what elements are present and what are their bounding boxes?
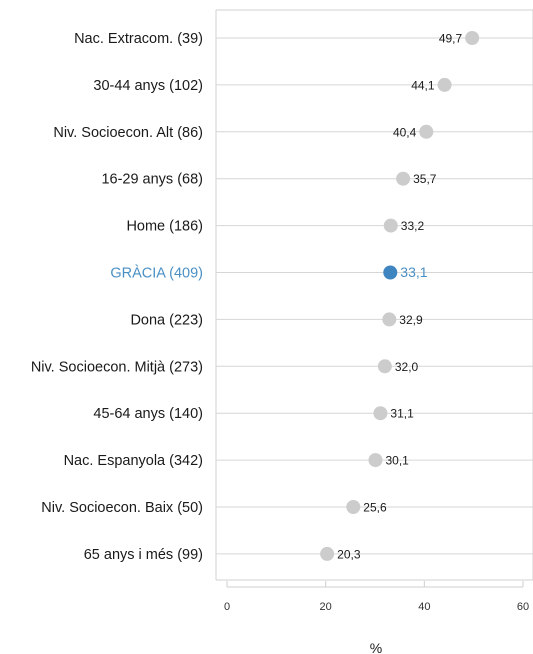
row-10: Nac. Espanyola (342) 30,1 xyxy=(64,453,533,469)
category-label: Nac. Espanyola (342) xyxy=(64,453,203,469)
data-point xyxy=(465,31,480,45)
row-8: Niv. Socioecon. Mitjà (273) 32,0 xyxy=(31,359,533,375)
row-4: 16-29 anys (68) 35,7 xyxy=(101,171,533,188)
data-point xyxy=(396,171,411,186)
data-point xyxy=(346,500,361,514)
row-5: Home (186) 33,2 xyxy=(126,218,533,235)
data-point xyxy=(377,359,392,374)
data-point xyxy=(382,312,397,327)
row-12: 65 anys i més (99) 20,3 xyxy=(84,546,533,563)
value-label: 25,6 xyxy=(363,501,387,515)
data-point xyxy=(368,453,383,468)
row-7: Dona (223) 32,9 xyxy=(130,312,533,328)
category-label: Niv. Socioecon. Alt (86) xyxy=(53,125,203,141)
value-label: 32,0 xyxy=(395,360,419,374)
data-point xyxy=(373,406,388,421)
x-tick-label: 60 xyxy=(517,601,529,613)
value-label: 44,1 xyxy=(411,78,435,92)
highlight-point xyxy=(383,265,398,280)
data-point xyxy=(437,77,452,92)
row-11: Niv. Socioecon. Baix (50) 25,6 xyxy=(41,500,533,516)
chart-rows: Nac. Extracom. (39) 49,7 30-44 anys (102) 4… xyxy=(31,31,533,563)
value-label: 20,3 xyxy=(337,547,361,561)
category-label: 45-64 anys (140) xyxy=(93,406,203,422)
x-tick-label: 20 xyxy=(320,601,332,613)
value-label: 33,1 xyxy=(400,264,427,280)
row-1: Nac. Extracom. (39) 49,7 xyxy=(74,31,533,47)
row-9: 45-64 anys (140) 31,1 xyxy=(93,406,533,422)
category-label: 16-29 anys (68) xyxy=(101,172,203,188)
row-2: 30-44 anys (102) 44,1 xyxy=(93,77,533,94)
value-label: 35,7 xyxy=(413,172,437,186)
value-label: 33,2 xyxy=(401,219,425,233)
x-axis: 0 20 40 60 xyxy=(224,581,529,613)
category-label: GRÀCIA (409) xyxy=(110,265,203,282)
x-tick-label: 40 xyxy=(418,601,430,613)
x-axis-title: % xyxy=(370,640,382,654)
row-6: GRÀCIA (409) 33,1 xyxy=(110,264,533,282)
category-label: 30-44 anys (102) xyxy=(93,78,203,94)
data-point xyxy=(320,546,335,561)
value-label: 30,1 xyxy=(385,454,409,468)
category-label: Niv. Socioecon. Baix (50) xyxy=(41,500,203,516)
category-label: Home (186) xyxy=(126,219,203,235)
data-point xyxy=(383,218,398,233)
value-label: 31,1 xyxy=(390,407,414,421)
value-label: 32,9 xyxy=(399,313,423,327)
x-tick-label: 0 xyxy=(224,601,230,613)
row-3: Niv. Socioecon. Alt (86) 40,4 xyxy=(53,124,533,141)
category-label: Niv. Socioecon. Mitjà (273) xyxy=(31,359,203,375)
category-label: Dona (223) xyxy=(130,312,203,328)
value-label: 49,7 xyxy=(439,32,463,46)
value-label: 40,4 xyxy=(393,125,417,139)
category-label: Nac. Extracom. (39) xyxy=(74,31,203,47)
category-label: 65 anys i més (99) xyxy=(84,547,203,563)
data-point xyxy=(419,124,434,139)
